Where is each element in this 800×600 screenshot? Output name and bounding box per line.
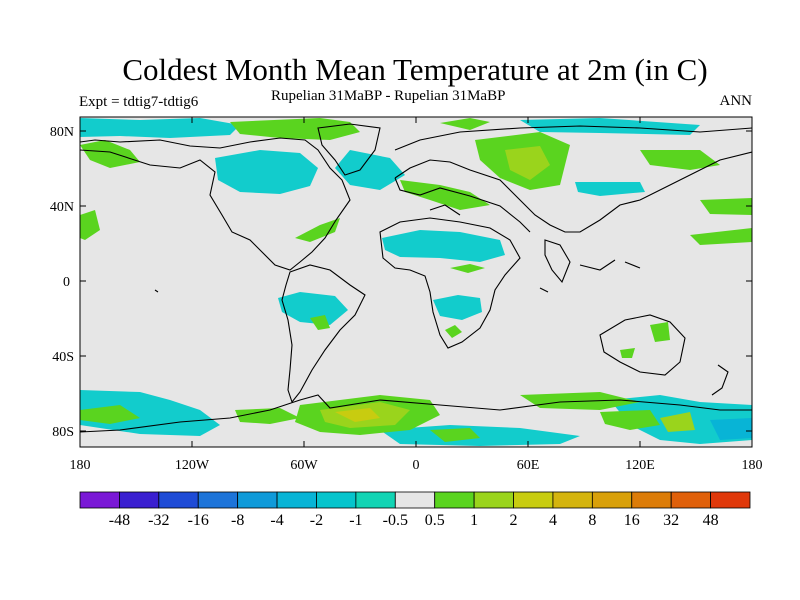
colorbar-box: [197, 491, 239, 509]
experiment-label: Expt = tdtig7-tdtig6: [79, 94, 199, 110]
anomaly-patch: [335, 408, 380, 422]
colorbar-box: [434, 491, 475, 509]
colorbar-label: -4: [270, 512, 283, 529]
colorbar-label: -2: [310, 512, 323, 529]
anomaly-patch: [445, 325, 462, 338]
colorbar-label: -16: [188, 512, 209, 529]
lon-tick-label: 60W: [290, 458, 318, 473]
colorbar-label: 48: [703, 512, 719, 529]
colorbar-label: 0.5: [425, 512, 445, 529]
lon-tick-label: 180: [742, 458, 763, 473]
lon-tick-label: 120E: [625, 458, 655, 473]
colorbar-label: 1: [470, 512, 478, 529]
anomaly-patch: [620, 348, 635, 358]
anomaly-patch: [440, 118, 490, 130]
colorbar-box: [158, 491, 199, 509]
anomaly-patch: [80, 118, 240, 138]
anomaly-patch: [505, 146, 550, 180]
coastline-antarctica: [80, 394, 752, 433]
anomaly-patch: [230, 118, 360, 140]
colorbar-label: -32: [148, 512, 169, 529]
anomaly-patch: [660, 412, 695, 432]
coastline-south-america: [281, 264, 366, 404]
lon-tick-label: 0: [413, 458, 420, 473]
lon-tick-label: 60E: [517, 458, 540, 473]
anomaly-patch: [430, 428, 480, 442]
coastline-eurasia: [394, 151, 752, 233]
coastline-africa: [379, 217, 521, 349]
colorbar-box: [670, 491, 711, 509]
anomaly-patch: [600, 410, 660, 430]
coastline-india: [544, 239, 571, 284]
lon-tick-label: 180: [70, 458, 91, 473]
anomaly-patch: [80, 405, 140, 424]
anomaly-patch: [433, 295, 482, 320]
coastline-eurasia-north: [394, 125, 752, 151]
colorbar-label: 4: [549, 512, 557, 529]
colorbar-box: [631, 491, 672, 509]
lat-tick-label: 40N: [50, 200, 74, 215]
colorbar-box: [473, 491, 514, 509]
lat-tick-label: 80N: [50, 125, 74, 140]
colorbar-label: 2: [510, 512, 518, 529]
colorbar: -48 -32 -16 -8 -4 -2 -1 -0.5 0.5 1 2 4 8 16 32 48: [79, 491, 751, 529]
tick-marks: [80, 117, 752, 447]
coastline-australia: [599, 314, 686, 376]
colorbar-label: -48: [109, 512, 130, 529]
colorbar-box: [591, 491, 633, 509]
lat-tick-label: 80S: [52, 425, 74, 440]
anomaly-patch: [380, 425, 580, 446]
anomaly-patch: [215, 150, 318, 194]
coastline-greenland: [317, 123, 381, 176]
colorbar-box: [552, 491, 593, 509]
anomaly-patch: [310, 315, 330, 330]
anomaly-patch: [690, 228, 752, 245]
colorbar-box: [710, 491, 751, 509]
anomaly-patch: [80, 210, 100, 240]
colorbar-box: [394, 491, 436, 509]
anomaly-patch: [710, 418, 752, 440]
lat-tick-label: 40S: [52, 350, 74, 365]
anomaly-patch: [382, 230, 505, 262]
colorbar-label: 16: [624, 512, 640, 529]
colorbar-box: [237, 491, 278, 509]
anomaly-patch: [278, 292, 348, 325]
anomaly-patch: [335, 150, 405, 190]
colorbar-label: -8: [231, 512, 244, 529]
lat-tick-label: 0: [63, 275, 70, 290]
anomaly-patch: [400, 180, 490, 210]
coastline-islands: [154, 204, 641, 293]
colorbar-label: -0.5: [383, 512, 408, 529]
anomaly-patch: [80, 390, 220, 436]
anomaly-patch: [575, 182, 645, 196]
colorbar-box: [276, 491, 317, 509]
anomaly-patch: [650, 322, 670, 342]
anomaly-fields: [80, 118, 752, 446]
map-background: [80, 117, 752, 447]
colorbar-label: 8: [588, 512, 596, 529]
period-label: ANN: [719, 93, 753, 109]
anomaly-patch: [450, 264, 485, 273]
colorbar-box: [513, 491, 554, 509]
colorbar-box: [119, 491, 160, 509]
colorbar-box: [355, 491, 396, 509]
colorbar-box: [79, 491, 120, 509]
anomaly-patch: [640, 150, 720, 170]
colorbar-label: -1: [349, 512, 362, 529]
map-title: Coldest Month Mean Temperature at 2m (in…: [122, 52, 708, 87]
coastline-north-america: [80, 137, 351, 271]
anomaly-patch: [235, 408, 300, 424]
coastlines: [80, 123, 752, 433]
scenario-label: Rupelian 31MaBP - Rupelian 31MaBP: [271, 88, 506, 104]
anomaly-patch: [80, 140, 140, 168]
lon-tick-label: 120W: [175, 458, 210, 473]
anomaly-patch: [700, 198, 752, 215]
colorbar-box: [316, 491, 357, 509]
colorbar-label: 32: [663, 512, 679, 529]
coastline-new-zealand: [711, 364, 729, 396]
anomaly-patch: [295, 218, 340, 242]
